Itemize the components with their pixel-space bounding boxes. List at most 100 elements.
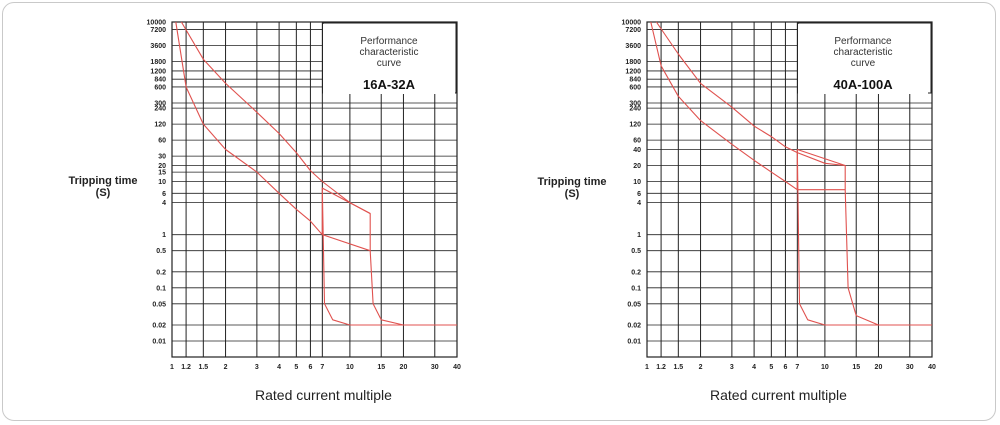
trip-curve-lower xyxy=(175,21,457,326)
y-tick-label: 20 xyxy=(633,163,641,170)
y-tick-label: 300 xyxy=(154,100,166,107)
y-tick-label: 0.05 xyxy=(152,301,166,308)
y-tick-label: 0.02 xyxy=(152,322,166,329)
x-tick-label: 2 xyxy=(699,364,703,371)
y-tick-label: 4 xyxy=(637,200,641,207)
legend-title-line1: Performance xyxy=(834,36,892,47)
y-tick-label: 840 xyxy=(629,77,641,84)
x-tick-label: 15 xyxy=(852,364,860,371)
trip-curve-lower xyxy=(650,21,932,326)
y-tick-label: 1 xyxy=(637,232,641,239)
y-tick-label: 240 xyxy=(154,106,166,113)
y-axis-label-line2: (S) xyxy=(95,187,111,199)
y-tick-label: 60 xyxy=(633,138,641,145)
x-tick-label: 1.2 xyxy=(181,364,191,371)
x-axis-label: Rated current multiple xyxy=(255,387,392,403)
legend-title-line2: characteristic xyxy=(833,47,893,58)
y-tick-label: 30 xyxy=(158,154,166,161)
y-tick-label: 7200 xyxy=(150,27,166,34)
trip-curve-upper xyxy=(180,21,457,326)
x-tick-label: 1.2 xyxy=(656,364,666,371)
trip-curve-upper xyxy=(655,21,932,326)
x-axis-label: Rated current multiple xyxy=(710,387,847,403)
y-axis-label-line2: (S) xyxy=(564,188,580,200)
x-tick-label: 1 xyxy=(170,364,174,371)
y-tick-label: 600 xyxy=(629,84,641,91)
y-axis-label: Tripping time (S) xyxy=(527,176,617,200)
y-tick-label: 60 xyxy=(158,138,166,145)
y-tick-label: 1800 xyxy=(625,59,641,66)
y-tick-label: 240 xyxy=(629,106,641,113)
x-tick-label: 20 xyxy=(875,364,883,371)
y-tick-label: 0.2 xyxy=(631,269,641,276)
x-tick-label: 10 xyxy=(821,364,829,371)
y-tick-label: 10 xyxy=(158,179,166,186)
chart-panel-40a-100a: 1 1.2 1.5 2 3 4 5 6 7 10 15 20 30 40 10000 7200 3600 1800… xyxy=(475,0,975,425)
x-tick-label: 1 xyxy=(645,364,649,371)
y-tick-label: 0.5 xyxy=(631,248,641,255)
x-tick-label: 7 xyxy=(320,364,324,371)
y-tick-label: 40 xyxy=(633,147,641,154)
y-axis-label: Tripping time (S) xyxy=(58,175,148,199)
x-tick-label: 1.5 xyxy=(198,364,208,371)
y-tick-label: 600 xyxy=(154,84,166,91)
y-tick-label: 10000 xyxy=(622,20,642,27)
y-tick-label: 4 xyxy=(162,200,166,207)
y-tick-label: 7200 xyxy=(625,27,641,34)
x-tick-label: 6 xyxy=(308,364,312,371)
y-tick-label: 0.5 xyxy=(156,248,166,255)
y-tick-label: 15 xyxy=(158,170,166,177)
x-tick-label: 5 xyxy=(769,364,773,371)
x-tick-label: 1.5 xyxy=(673,364,683,371)
y-tick-label: 1800 xyxy=(150,59,166,66)
y-tick-label: 1 xyxy=(162,232,166,239)
x-tick-label: 20 xyxy=(400,364,408,371)
y-tick-label: 6 xyxy=(162,191,166,198)
x-tick-label: 30 xyxy=(906,364,914,371)
x-tick-label: 40 xyxy=(928,364,936,371)
y-axis-label-line1: Tripping time xyxy=(68,175,138,187)
x-tick-label: 3 xyxy=(255,364,259,371)
y-tick-label: 0.01 xyxy=(152,338,166,345)
y-tick-label: 0.1 xyxy=(631,285,641,292)
x-tick-label: 10 xyxy=(346,364,354,371)
x-tick-label: 3 xyxy=(730,364,734,371)
y-tick-label: 3600 xyxy=(150,43,166,50)
y-tick-label: 120 xyxy=(154,122,166,129)
trip-curve-connector xyxy=(322,234,371,252)
trip-curve-connector xyxy=(797,148,846,167)
y-tick-label: 0.02 xyxy=(627,322,641,329)
y-tick-label: 0.2 xyxy=(156,269,166,276)
x-tick-label: 2 xyxy=(224,364,228,371)
x-tick-label: 6 xyxy=(783,364,787,371)
x-tick-label: 40 xyxy=(453,364,461,371)
x-tick-label: 4 xyxy=(752,364,756,371)
y-tick-label: 1200 xyxy=(625,68,641,75)
x-tick-label: 5 xyxy=(294,364,298,371)
legend-title-line2: characteristic xyxy=(359,47,419,58)
y-tick-label: 3600 xyxy=(625,43,641,50)
y-tick-label: 6 xyxy=(637,191,641,198)
y-tick-label: 1200 xyxy=(150,68,166,75)
curve-legend-box: Performance characteristic curve 40A-100… xyxy=(798,24,928,94)
y-tick-label: 10000 xyxy=(147,20,167,27)
legend-title-line3: curve xyxy=(850,58,876,69)
y-tick-label: 0.05 xyxy=(627,301,641,308)
y-tick-label: 0.01 xyxy=(627,338,641,345)
legend-current-range: 16A-32A xyxy=(362,77,416,92)
y-tick-label: 840 xyxy=(154,77,166,84)
y-tick-label: 10 xyxy=(633,179,641,186)
x-tick-label: 7 xyxy=(795,364,799,371)
legend-title-line3: curve xyxy=(376,58,402,69)
chart-panel-16a-32a: 1 1.2 1.5 2 3 4 5 6 7 10 15 20 30 40 10000 7200 3600 1800… xyxy=(58,20,461,404)
curve-legend-box: Performance characteristic curve 16A-32A xyxy=(323,24,455,94)
figure-frame xyxy=(2,2,996,421)
y-axis-label-line1: Tripping time xyxy=(537,176,607,188)
legend-current-range: 40A-100A xyxy=(833,77,893,92)
y-tick-label: 0.1 xyxy=(156,285,166,292)
trip-curve-connector xyxy=(322,187,371,214)
y-tick-label: 120 xyxy=(629,122,641,129)
x-tick-label: 4 xyxy=(277,364,281,371)
y-tick-label: 300 xyxy=(629,100,641,107)
y-tick-label: 20 xyxy=(158,163,166,170)
